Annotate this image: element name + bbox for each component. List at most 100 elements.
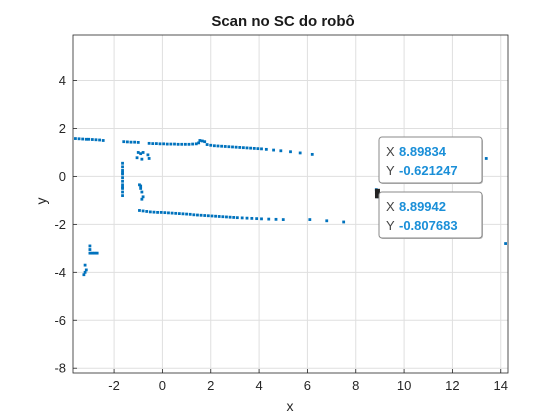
- scan-point: [141, 151, 145, 154]
- scan-point: [234, 145, 238, 149]
- plot-frame: [72, 34, 509, 374]
- x-tick-label: 0: [159, 378, 166, 393]
- scan-point: [88, 244, 92, 248]
- scan-point: [83, 263, 87, 267]
- scan-point: [255, 217, 259, 221]
- datatip-y-value: -0.621247: [399, 163, 458, 178]
- y-tick-label: 0: [59, 169, 66, 184]
- scan-point: [165, 142, 169, 146]
- datatip-y-value: -0.807683: [399, 218, 458, 233]
- scan-point: [198, 139, 202, 142]
- scan-point: [121, 171, 124, 175]
- scan-point: [241, 146, 245, 150]
- scan-point: [163, 211, 167, 215]
- x-tick-label: 4: [255, 378, 262, 393]
- x-tick-label: 14: [494, 378, 508, 393]
- scan-point: [212, 144, 216, 148]
- scan-point: [74, 137, 77, 140]
- scan-point: [148, 210, 152, 214]
- scan-point: [256, 147, 260, 151]
- scan-point: [139, 187, 143, 190]
- scan-point: [121, 194, 124, 198]
- scan-point: [203, 214, 207, 217]
- scan-point: [152, 210, 156, 214]
- scan-point: [82, 273, 86, 277]
- scan-point: [252, 146, 256, 150]
- scan-point: [151, 142, 155, 145]
- scan-point: [232, 216, 236, 219]
- scan-point: [159, 210, 163, 214]
- scan-point: [231, 145, 234, 149]
- chart-title: Scan no SC do robô: [211, 13, 354, 30]
- scan-point: [88, 251, 92, 255]
- scan-point: [173, 142, 176, 146]
- x-tick-label: 6: [304, 378, 311, 393]
- scan-point: [203, 140, 207, 144]
- x-axis-label: x: [287, 398, 294, 414]
- scan-point: [177, 212, 181, 215]
- scan-point: [199, 213, 203, 217]
- scan-point: [170, 211, 174, 215]
- scan-point: [140, 197, 144, 201]
- scan-point: [245, 216, 249, 220]
- scan-point: [325, 219, 329, 223]
- scan-point: [154, 142, 158, 145]
- scan-point: [188, 212, 192, 216]
- y-tick-label: -8: [54, 361, 66, 376]
- scan-point: [227, 145, 231, 149]
- y-tick-label: -2: [54, 217, 66, 232]
- scan-point: [176, 142, 180, 146]
- scan-point: [197, 141, 201, 145]
- y-tick-label: -4: [54, 265, 66, 280]
- scan-point: [220, 144, 224, 148]
- x-tick-label: 10: [397, 378, 411, 393]
- scan-point: [125, 140, 129, 144]
- datatip-background: [378, 191, 483, 239]
- datatip-y-key: Y: [386, 163, 395, 178]
- scan-point: [308, 218, 312, 221]
- scan-point: [81, 137, 85, 141]
- scan-point: [260, 217, 263, 221]
- scan-point: [196, 213, 199, 217]
- datatip-y-key: Y: [386, 218, 395, 233]
- y-tick-label: -6: [54, 313, 66, 328]
- scan-point: [267, 217, 271, 221]
- scan-point: [121, 185, 124, 189]
- scan-point: [121, 161, 124, 165]
- scan-point: [156, 210, 159, 214]
- x-tick-label: 8: [352, 378, 359, 393]
- scan-point: [281, 218, 285, 221]
- scan-point: [121, 169, 124, 172]
- scan-point: [84, 137, 88, 141]
- grid-lines: [73, 35, 508, 373]
- scan-point: [94, 138, 98, 142]
- scan-point: [98, 138, 101, 142]
- datatip-x-value: 8.89942: [399, 199, 446, 214]
- datatip-marker[interactable]: [374, 188, 380, 194]
- scan-point: [194, 142, 198, 146]
- x-tick-label: 12: [445, 378, 459, 393]
- scan-point: [192, 213, 196, 217]
- x-tick-label: -2: [108, 378, 120, 393]
- datatip-marker[interactable]: [374, 193, 380, 199]
- scan-point: [310, 152, 314, 156]
- scan-point: [289, 150, 292, 154]
- datatip-x-key: X: [386, 199, 395, 214]
- scan-point: [141, 209, 145, 213]
- scan-point: [136, 140, 140, 144]
- scan-point: [162, 142, 166, 146]
- scan-point: [180, 142, 184, 146]
- y-tick-label: 2: [59, 121, 66, 136]
- scan-point: [158, 142, 162, 146]
- scan-point: [101, 139, 105, 142]
- datatip-box[interactable]: X 8.89834 Y -0.621247: [378, 136, 483, 184]
- scan-point: [484, 157, 488, 160]
- scan-point: [139, 152, 143, 156]
- datatip-box[interactable]: X 8.89942 Y -0.807683: [378, 191, 483, 239]
- scan-point: [174, 211, 178, 215]
- datatip-x-key: X: [386, 144, 395, 159]
- scan-point: [187, 142, 191, 146]
- scan-point: [210, 214, 214, 218]
- scan-point: [121, 179, 124, 183]
